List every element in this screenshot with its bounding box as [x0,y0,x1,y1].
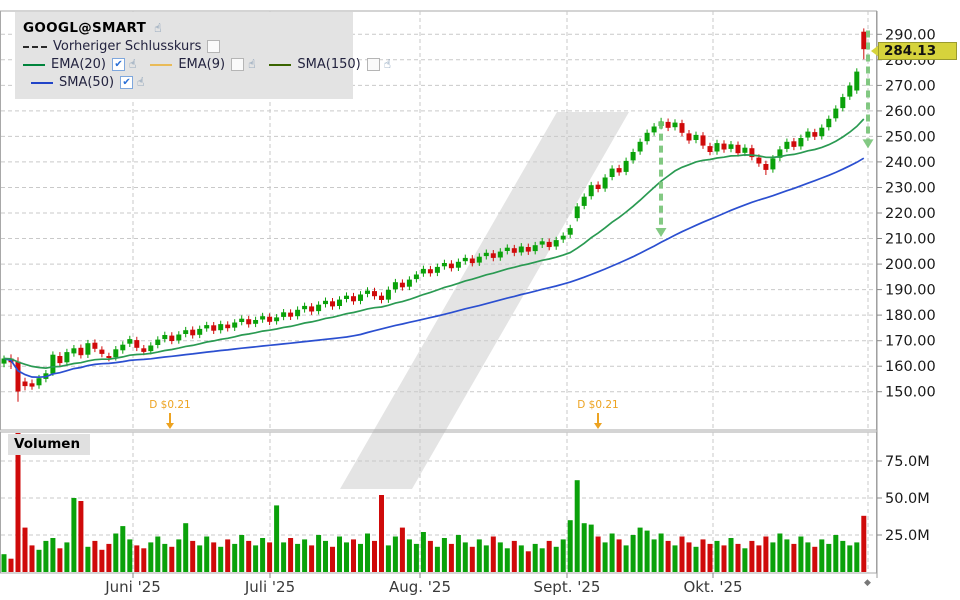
svg-text:230.00: 230.00 [885,181,936,197]
svg-text:50.0M: 50.0M [885,491,930,507]
sma50-checkbox[interactable]: ✔ [120,76,134,89]
svg-text:D $0.21: D $0.21 [149,399,190,411]
sma50-line-sample [31,81,53,84]
last-price-badge-pointer [871,45,879,57]
svg-text:75.0M: 75.0M [885,454,930,470]
svg-text:25.0M: 25.0M [885,528,930,544]
ema20-line [3,118,865,369]
volume-series [1,433,867,572]
sma150-hand-icon[interactable]: ☝ [383,57,392,71]
ema20-hand-icon[interactable]: ☝ [129,57,137,71]
drag-hand-icon[interactable]: ☝ [154,20,162,35]
svg-text:240.00: 240.00 [885,155,936,171]
dividend-markers: D $0.21 D $0.21 [149,399,619,429]
ema9-line-sample [150,63,173,66]
sma50-label: SMA(50) [59,75,115,90]
ema20-line-sample [23,63,45,66]
price-axis-labels: 290.00280.00270.00260.00250.00240.00230.… [877,27,936,401]
svg-text:210.00: 210.00 [885,232,936,248]
svg-text:220.00: 220.00 [885,206,936,222]
svg-text:290.00: 290.00 [885,27,936,43]
sma50-line [3,157,865,379]
sma150-line-sample [269,63,292,66]
svg-text:250.00: 250.00 [885,129,936,145]
prev-close-line-sample [23,45,47,48]
prev-close-checkbox[interactable] [207,40,221,53]
svg-text:270.00: 270.00 [885,78,936,94]
volume-axis-labels: 75.0M 50.0M 25.0M [877,454,930,544]
ema20-label: EMA(20) [51,57,107,72]
svg-text:180.00: 180.00 [885,308,936,324]
prev-close-label: Vorheriger Schlusskurs [53,39,202,54]
trend-arrows [655,30,874,237]
ema9-label: EMA(9) [178,57,226,72]
chart-legend: GOOGL@SMART ☝ Vorheriger Schlusskurs EMA… [15,12,391,99]
svg-text:170.00: 170.00 [885,334,936,350]
svg-text:200.00: 200.00 [885,257,936,273]
last-price-badge: 284.13 [878,42,957,60]
svg-text:Aug. '25: Aug. '25 [389,578,451,596]
svg-text:160.00: 160.00 [885,359,936,375]
sma150-label: SMA(150) [297,57,361,72]
svg-text:260.00: 260.00 [885,104,936,120]
watermark-slash [340,112,629,489]
svg-text:150.00: 150.00 [885,385,936,401]
svg-text:Juli '25: Juli '25 [244,578,295,596]
svg-text:Okt. '25: Okt. '25 [683,578,742,596]
svg-text:190.00: 190.00 [885,283,936,299]
axis-end-marker[interactable]: ◆ [864,578,871,588]
ema20-checkbox[interactable]: ✔ [112,58,126,71]
sma50-hand-icon[interactable]: ☝ [137,75,145,89]
sma150-checkbox[interactable] [366,58,380,71]
svg-text:Sept. '25: Sept. '25 [534,578,601,596]
time-axis-labels: Juni '25 Juli '25 Aug. '25 Sept. '25 Okt. '2… [104,573,743,596]
volume-panel-title: Volumen [8,434,91,455]
svg-text:D $0.21: D $0.21 [577,399,618,411]
ema9-hand-icon[interactable]: ☝ [248,57,256,71]
svg-text:Juni '25: Juni '25 [104,578,161,596]
symbol-title: GOOGL@SMART [23,20,147,36]
candlestick-series [1,28,867,402]
ema9-checkbox[interactable] [231,58,245,71]
